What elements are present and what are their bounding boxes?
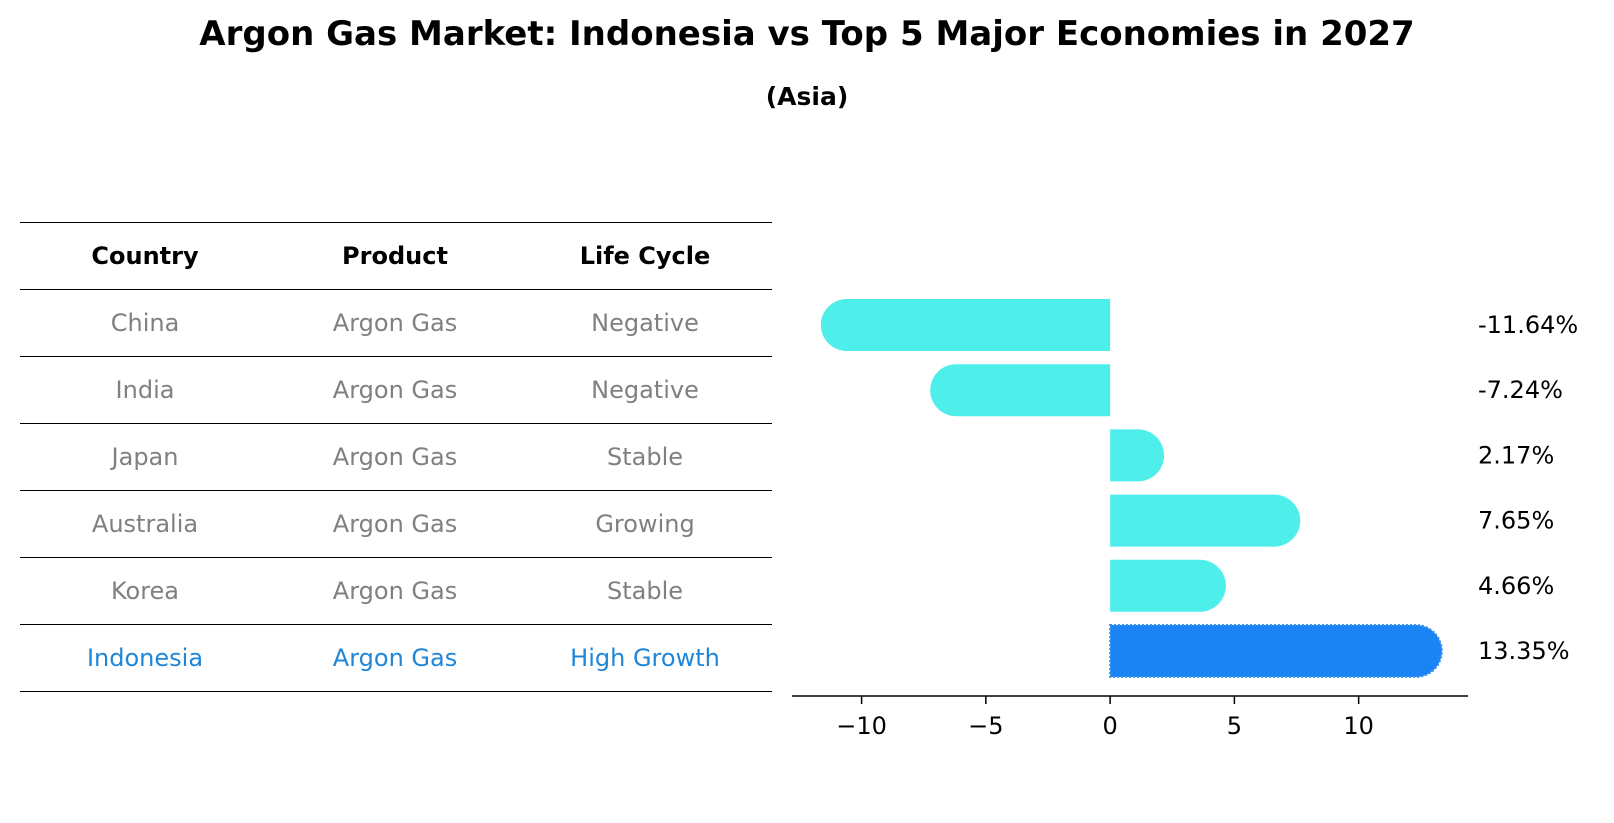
bar-value-label: 2.17% — [1478, 441, 1554, 469]
bar — [1110, 494, 1301, 547]
x-tick-label: 0 — [1102, 712, 1117, 740]
table-row: India Argon Gas Negative — [20, 357, 772, 424]
bar — [1110, 559, 1226, 612]
x-tick-label: 10 — [1343, 712, 1374, 740]
cell-life-cycle: Stable — [606, 443, 684, 471]
cell-product: Argon Gas — [332, 644, 458, 672]
x-tick-label: −5 — [968, 712, 1003, 740]
cell-country: Indonesia — [86, 644, 204, 672]
table-row: China Argon Gas Negative — [20, 290, 772, 357]
cell-country: China — [110, 309, 180, 337]
table-row: Australia Argon Gas Growing — [20, 491, 772, 558]
cell-life-cycle: Growing — [595, 510, 695, 538]
chart-subtitle: (Asia) — [765, 82, 849, 111]
bar-value-label: 13.35% — [1478, 637, 1570, 665]
bar-value-label: 4.66% — [1478, 572, 1554, 600]
bar — [1110, 429, 1165, 482]
header-life-cycle: Life Cycle — [579, 242, 711, 270]
cell-life-cycle: Negative — [591, 309, 699, 337]
bar — [820, 299, 1111, 351]
x-tick-label: 5 — [1227, 712, 1242, 740]
table-row-highlight: Indonesia Argon Gas High Growth — [20, 625, 772, 692]
cell-product: Argon Gas — [332, 309, 458, 337]
header-country: Country — [91, 242, 199, 270]
table-row: Korea Argon Gas Stable — [20, 558, 772, 625]
cell-country: Korea — [110, 577, 180, 605]
header-product: Product — [342, 242, 448, 270]
bar-value-label: 7.65% — [1478, 507, 1554, 535]
cell-product: Argon Gas — [332, 510, 458, 538]
market-table: Country Product Life Cycle China Argon G… — [20, 222, 772, 692]
cell-product: Argon Gas — [332, 376, 458, 404]
cell-country: Japan — [111, 443, 179, 471]
cell-life-cycle: Negative — [591, 376, 699, 404]
cell-country: India — [115, 376, 175, 404]
bar-value-label: -11.64% — [1478, 311, 1578, 339]
cell-product: Argon Gas — [332, 577, 458, 605]
cell-life-cycle: High Growth — [570, 644, 720, 672]
bar-value-label: -7.24% — [1478, 376, 1563, 404]
bar-highlight — [1109, 624, 1443, 678]
x-tick-label: −10 — [836, 712, 887, 740]
bar — [930, 364, 1111, 417]
table-header-row: Country Product Life Cycle — [20, 222, 772, 290]
chart-title: Argon Gas Market: Indonesia vs Top 5 Maj… — [199, 14, 1415, 54]
cell-life-cycle: Stable — [606, 577, 684, 605]
cell-country: Australia — [91, 510, 199, 538]
table-row: Japan Argon Gas Stable — [20, 424, 772, 491]
cell-product: Argon Gas — [332, 443, 458, 471]
